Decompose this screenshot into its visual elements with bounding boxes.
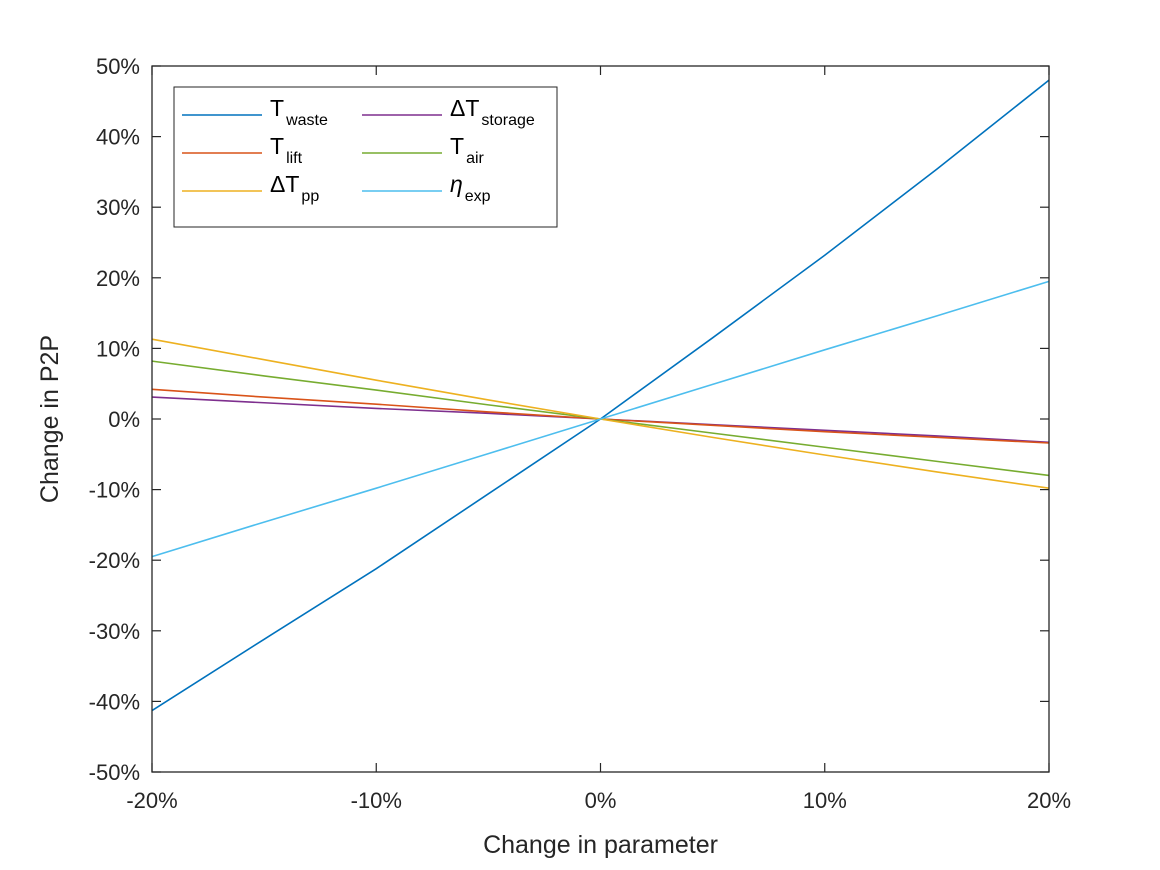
y-tick-label: 20% — [96, 266, 140, 291]
legend-entry-name: ΔT — [450, 95, 479, 121]
y-tick-label: 50% — [96, 54, 140, 79]
legend-entry-subscript: storage — [481, 112, 534, 129]
y-tick-label: 30% — [96, 195, 140, 220]
x-tick-label: -10% — [351, 788, 402, 813]
series-layer — [151, 79, 1050, 712]
y-tick-label: 10% — [96, 336, 140, 361]
legend-entry-name: ΔT — [270, 171, 299, 197]
legend-entry-subscript: waste — [285, 112, 328, 129]
series-line-exp — [151, 280, 1050, 558]
x-tick-label: 10% — [803, 788, 847, 813]
legend-entry-subscript: exp — [465, 188, 491, 205]
x-tick-label: -20% — [126, 788, 177, 813]
legend-entry-name: T — [450, 133, 464, 159]
legend-entry-name: T — [270, 95, 284, 121]
y-tick-label: -20% — [89, 548, 140, 573]
y-tick-label: -30% — [89, 619, 140, 644]
x-tick-label: 20% — [1027, 788, 1071, 813]
y-axis-label: Change in P2P — [36, 335, 64, 503]
y-tick-label: -50% — [89, 760, 140, 785]
y-tick-label: 40% — [96, 125, 140, 150]
legend-box — [173, 86, 558, 228]
tick-layer: -20% -10% 0% 10% 20% -50% -40% -30% -20% -10% 0% 10… — [89, 54, 1071, 813]
legend-entry-pp: ΔT pp — [270, 171, 319, 205]
legend-entry-subscript: air — [466, 150, 484, 167]
y-tick-label: -10% — [89, 478, 140, 503]
legend-entry-storage: ΔT storage — [450, 95, 535, 129]
x-axis-label: Change in parameter — [483, 831, 718, 859]
legend-entry-name: η — [450, 171, 463, 197]
x-tick-label: 0% — [585, 788, 617, 813]
legend-entry-exp: η exp — [450, 171, 491, 205]
y-tick-label: -40% — [89, 689, 140, 714]
legend-entry-name: T — [270, 133, 284, 159]
y-tick-label: 0% — [108, 407, 140, 432]
legend-entry-subscript: pp — [301, 188, 319, 205]
legend-entry-subscript: lift — [286, 150, 303, 167]
